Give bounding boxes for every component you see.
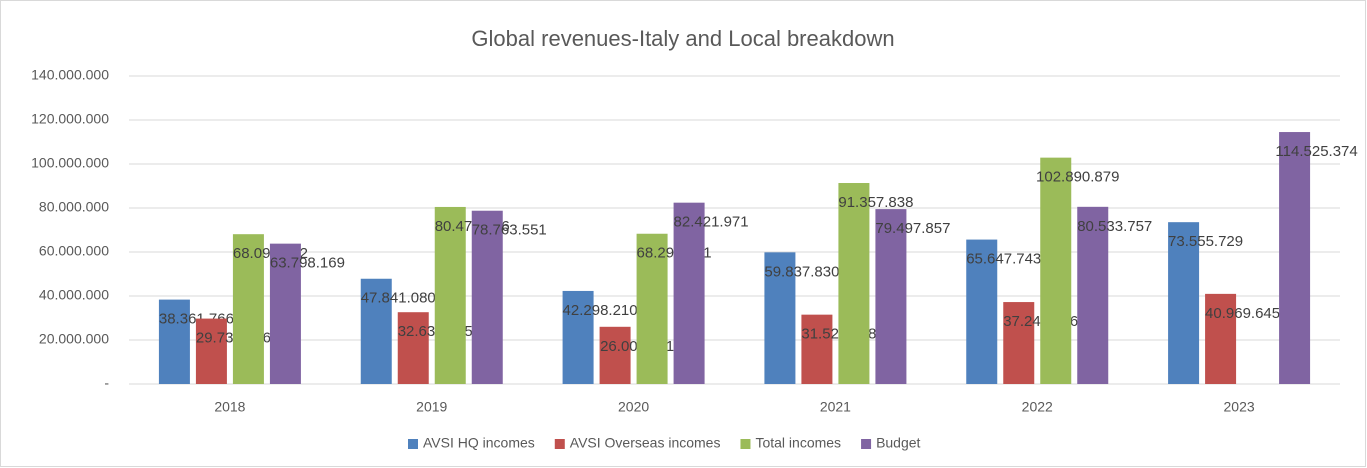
bar (434, 206, 466, 384)
data-label: 73.555.729 (1168, 233, 1243, 250)
x-tick-label: 2019 (416, 399, 447, 415)
legend-swatch (408, 439, 418, 449)
bar (673, 202, 705, 384)
x-tick-label: 2020 (618, 399, 649, 415)
y-tick-label: - (104, 375, 109, 391)
y-tick-label: 100.000.000 (31, 155, 109, 171)
bar (966, 239, 998, 384)
bar (195, 318, 227, 384)
legend-swatch (554, 439, 565, 449)
bar (1077, 206, 1109, 384)
bar (636, 233, 668, 384)
legend-label: Budget (876, 435, 920, 451)
data-label: 102.890.879 (1036, 169, 1119, 186)
data-label: 65.647.743 (966, 251, 1041, 268)
data-label: 42.298.210 (563, 302, 638, 319)
bar (1003, 302, 1035, 384)
data-label: 82.421.971 (674, 214, 749, 231)
bar (764, 252, 796, 384)
y-tick-label: 80.000.000 (39, 199, 109, 215)
y-tick-label: 140.000.000 (31, 67, 109, 83)
x-tick-label: 2022 (1022, 399, 1053, 415)
bar (562, 290, 594, 384)
data-label: 59.837.830 (764, 263, 839, 280)
bar (158, 299, 190, 384)
data-label: 47.841.080 (361, 290, 436, 307)
chart-title: Global revenues-Italy and Local breakdow… (471, 26, 894, 51)
data-label: 78.763.551 (472, 222, 547, 239)
legend-swatch (861, 439, 872, 449)
y-tick-label: 60.000.000 (39, 243, 109, 259)
legend-swatch (740, 439, 751, 449)
legend-label: Total incomes (755, 435, 841, 451)
data-label: 91.357.838 (838, 194, 913, 211)
bar (269, 243, 301, 384)
y-tick-label: 40.000.000 (39, 287, 109, 303)
data-label: 63.798.169 (270, 255, 345, 272)
bar (1205, 293, 1237, 384)
bar (875, 209, 907, 384)
bar (471, 210, 503, 384)
bar (1040, 157, 1072, 384)
data-label: 114.525.374 (1275, 143, 1357, 160)
bar (838, 183, 870, 384)
data-label: 80.533.757 (1077, 218, 1152, 235)
bar (397, 312, 429, 384)
legend-label: AVSI Overseas incomes (570, 435, 721, 451)
bar (599, 326, 631, 384)
y-tick-label: 120.000.000 (31, 111, 109, 127)
bar (1168, 222, 1200, 384)
bar (232, 234, 264, 384)
bar (360, 278, 392, 384)
data-label: 40.969.645 (1205, 305, 1280, 322)
data-label: 79.497.857 (875, 220, 950, 237)
x-tick-label: 2023 (1224, 399, 1255, 415)
bar (801, 314, 833, 384)
x-tick-label: 2018 (214, 399, 245, 415)
y-tick-label: 20.000.000 (39, 331, 109, 347)
legend-label: AVSI HQ incomes (423, 435, 535, 451)
bar (1279, 132, 1311, 384)
x-tick-label: 2021 (820, 399, 851, 415)
